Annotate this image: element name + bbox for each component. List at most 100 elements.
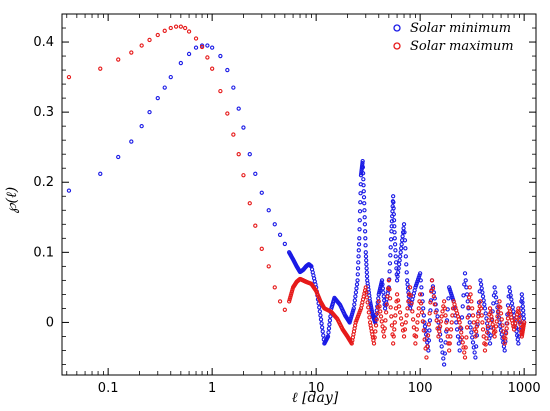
data-point bbox=[391, 200, 396, 205]
data-point bbox=[402, 230, 407, 235]
data-point bbox=[404, 313, 409, 318]
data-point bbox=[457, 320, 462, 325]
data-point bbox=[444, 329, 449, 334]
data-point bbox=[446, 296, 451, 301]
data-point bbox=[470, 306, 475, 311]
data-point bbox=[401, 226, 406, 231]
data-point bbox=[386, 278, 391, 283]
data-point bbox=[225, 67, 230, 73]
data-point bbox=[416, 306, 421, 311]
data-point bbox=[147, 109, 152, 115]
data-point bbox=[398, 250, 403, 255]
data-point bbox=[415, 313, 421, 318]
data-point bbox=[360, 171, 366, 176]
data-point bbox=[427, 311, 432, 316]
data-point bbox=[460, 340, 465, 345]
data-point bbox=[520, 328, 525, 333]
data-point bbox=[459, 315, 465, 320]
data-point bbox=[394, 266, 399, 271]
data-point bbox=[505, 316, 511, 321]
data-point bbox=[444, 320, 449, 325]
data-point bbox=[357, 310, 362, 315]
data-point bbox=[193, 45, 199, 50]
data-point bbox=[423, 328, 428, 333]
data-point bbox=[470, 340, 476, 345]
data-point bbox=[372, 335, 377, 340]
data-point bbox=[353, 294, 358, 299]
data-point bbox=[116, 154, 121, 160]
data-point bbox=[363, 254, 369, 259]
data-point bbox=[393, 260, 399, 265]
data-point bbox=[218, 88, 223, 94]
data-point bbox=[408, 293, 413, 298]
data-point bbox=[427, 318, 433, 323]
data-point bbox=[381, 334, 387, 339]
data-point bbox=[458, 325, 463, 330]
data-point bbox=[481, 334, 486, 339]
data-point bbox=[465, 315, 470, 320]
data-point bbox=[378, 309, 383, 314]
data-point bbox=[277, 299, 283, 304]
data-point bbox=[317, 305, 322, 310]
data-point bbox=[395, 274, 400, 279]
data-point bbox=[520, 296, 525, 301]
data-point bbox=[493, 290, 498, 295]
data-point bbox=[521, 326, 526, 331]
legend: Solar minimum Solar maximum bbox=[393, 21, 514, 54]
data-point bbox=[388, 237, 394, 242]
data-point bbox=[411, 325, 417, 330]
data-point bbox=[414, 281, 419, 286]
data-point bbox=[380, 282, 385, 287]
data-point bbox=[482, 306, 488, 311]
data-point bbox=[520, 304, 525, 309]
data-point bbox=[476, 309, 482, 314]
data-point bbox=[516, 341, 521, 346]
data-point bbox=[469, 330, 474, 335]
data-point bbox=[521, 312, 526, 317]
data-point bbox=[231, 85, 236, 90]
data-point bbox=[459, 330, 464, 335]
chart-marks bbox=[66, 24, 527, 367]
data-point bbox=[417, 273, 422, 278]
data-point bbox=[444, 327, 450, 332]
data-point bbox=[356, 312, 361, 317]
data-point bbox=[361, 177, 366, 182]
data-point bbox=[365, 300, 370, 305]
data-point bbox=[418, 278, 423, 283]
data-point bbox=[509, 297, 514, 302]
data-point bbox=[352, 302, 357, 307]
data-point bbox=[350, 310, 355, 315]
data-point bbox=[457, 348, 462, 353]
data-point bbox=[396, 304, 402, 309]
data-point bbox=[155, 32, 160, 38]
x-axis-label: ℓ [day] bbox=[292, 390, 339, 406]
data-point bbox=[511, 309, 516, 314]
data-point bbox=[382, 326, 387, 331]
data-point bbox=[392, 327, 397, 332]
data-point bbox=[366, 310, 371, 315]
data-point bbox=[493, 329, 498, 334]
data-point bbox=[328, 314, 333, 319]
data-point bbox=[353, 290, 359, 295]
data-point bbox=[373, 323, 379, 328]
data-point bbox=[493, 324, 499, 329]
data-point bbox=[404, 270, 409, 275]
data-point bbox=[354, 286, 359, 291]
data-point bbox=[488, 310, 493, 315]
data-point bbox=[418, 301, 424, 306]
data-point bbox=[402, 238, 408, 243]
data-point bbox=[387, 287, 392, 292]
data-point bbox=[480, 290, 485, 295]
data-point bbox=[509, 301, 515, 306]
data-point bbox=[266, 264, 271, 269]
data-point bbox=[129, 50, 134, 55]
data-point bbox=[390, 194, 396, 199]
data-point bbox=[521, 316, 526, 321]
data-point bbox=[266, 208, 271, 213]
data-point bbox=[388, 305, 393, 310]
data-point bbox=[364, 295, 370, 300]
data-point bbox=[447, 341, 452, 346]
data-point bbox=[392, 224, 397, 229]
data-point bbox=[505, 321, 510, 326]
data-point bbox=[466, 305, 471, 310]
